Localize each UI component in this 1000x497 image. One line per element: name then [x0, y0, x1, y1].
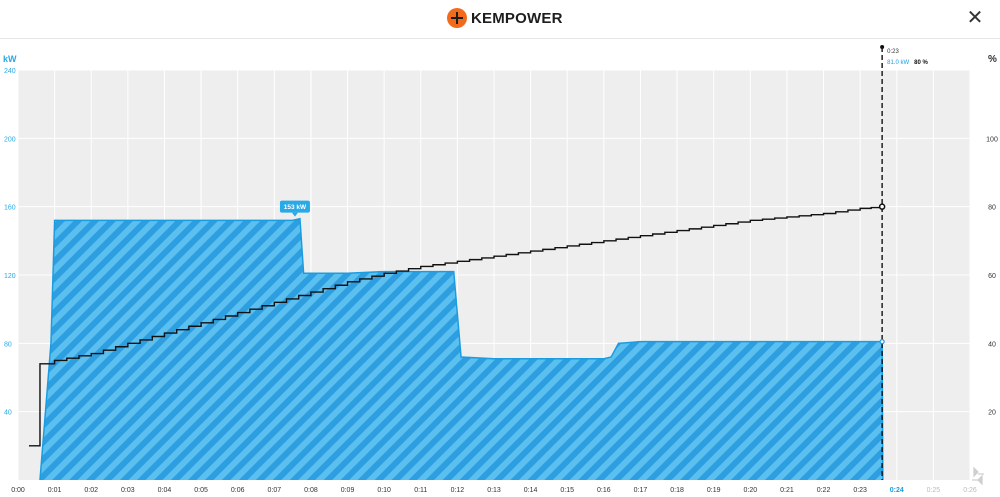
kempower-watermark-icon — [972, 466, 984, 486]
y-left-tick-label: 120 — [4, 273, 16, 280]
cursor-power-label: 81.0 kW — [887, 60, 909, 66]
x-tick-label: 0:06 — [231, 487, 245, 494]
x-tick-label: 0:12 — [451, 487, 465, 494]
peak-label: 153 kW — [284, 204, 307, 211]
x-tick-label: 0:13 — [487, 487, 501, 494]
x-tick-label: 0:16 — [597, 487, 611, 494]
y-left-tick-label: 80 — [4, 341, 12, 348]
y-right-tick-label: 80 — [988, 205, 996, 212]
y-left-tick-label: 160 — [4, 205, 16, 212]
x-tick-label: 0:00 — [11, 487, 25, 494]
plus-logo-icon — [447, 8, 467, 28]
x-tick-label: 0:18 — [670, 487, 684, 494]
x-tick-label: 0:19 — [707, 487, 721, 494]
x-tick-label: 0:02 — [84, 487, 98, 494]
x-tick-label: 0:11 — [414, 487, 427, 494]
charging-chart: 0:00 0:01 0:02 0:03 0:04 0:05 0:06 0:07 0:08 0:09… — [3, 45, 998, 494]
power-line — [39, 217, 884, 481]
x-tick-label: 0:25 — [927, 487, 941, 494]
peak-label-pointer — [291, 212, 298, 217]
y-right-tick-label: 40 — [988, 341, 996, 348]
x-tick-label: 0:22 — [817, 487, 831, 494]
y-right-tick-label: 100 — [986, 136, 998, 143]
x-tick-label: 0:08 — [304, 487, 318, 494]
soc-line — [28, 206, 883, 447]
x-tick-label: 0:04 — [158, 487, 172, 494]
power-marker — [879, 339, 885, 345]
y-right-tick-label: 20 — [988, 410, 996, 417]
y-axis-right-label: % — [988, 54, 997, 65]
x-tick-label: 0:20 — [743, 487, 757, 494]
x-tick-label: 0:03 — [121, 487, 135, 494]
peak-label-badge — [279, 200, 310, 213]
y-left-tick-label: 40 — [4, 410, 12, 417]
cursor-time-label: 0:23 — [887, 49, 899, 55]
y-left-tick-label: 240 — [4, 68, 16, 75]
cursor-soc-label: 80 % — [914, 60, 928, 66]
app-header: KEMPOWER ✕ — [0, 0, 1000, 39]
x-tick-label: 0:14 — [524, 487, 538, 494]
kempower-logo: KEMPOWER — [447, 7, 563, 29]
x-tick-label: 0:07 — [267, 487, 281, 494]
logo-text: KEMPOWER — [471, 9, 563, 27]
x-tick-label: 0:26 — [963, 487, 977, 494]
x-tick-label: 0:09 — [341, 487, 355, 494]
soc-marker — [878, 203, 886, 210]
cursor-top-dot — [880, 45, 885, 49]
x-tick-label: 0:01 — [48, 487, 62, 494]
x-tick-label: 0:10 — [377, 487, 391, 494]
y-left-tick-label: 200 — [4, 136, 16, 143]
x-tick-label: 0:23 — [853, 487, 867, 494]
y-right-tick-label: 60 — [988, 273, 996, 280]
annotations: 0:23 81.0 kW 80 % 153 kW — [279, 45, 928, 480]
close-button[interactable]: ✕ — [966, 7, 984, 29]
x-tick-label: 0:21 — [780, 487, 794, 494]
y-axis-left-label: kW — [3, 54, 17, 64]
x-tick-label: 0:15 — [560, 487, 574, 494]
axes: 0:00 0:01 0:02 0:03 0:04 0:05 0:06 0:07 0:08 0:09… — [4, 68, 998, 494]
x-tick-label: 0:05 — [194, 487, 208, 494]
power-area — [39, 218, 883, 480]
watermark-mark — [972, 466, 984, 486]
x-tick-label: 0:17 — [634, 487, 648, 494]
x-tick-label: 0:24 — [890, 487, 904, 494]
